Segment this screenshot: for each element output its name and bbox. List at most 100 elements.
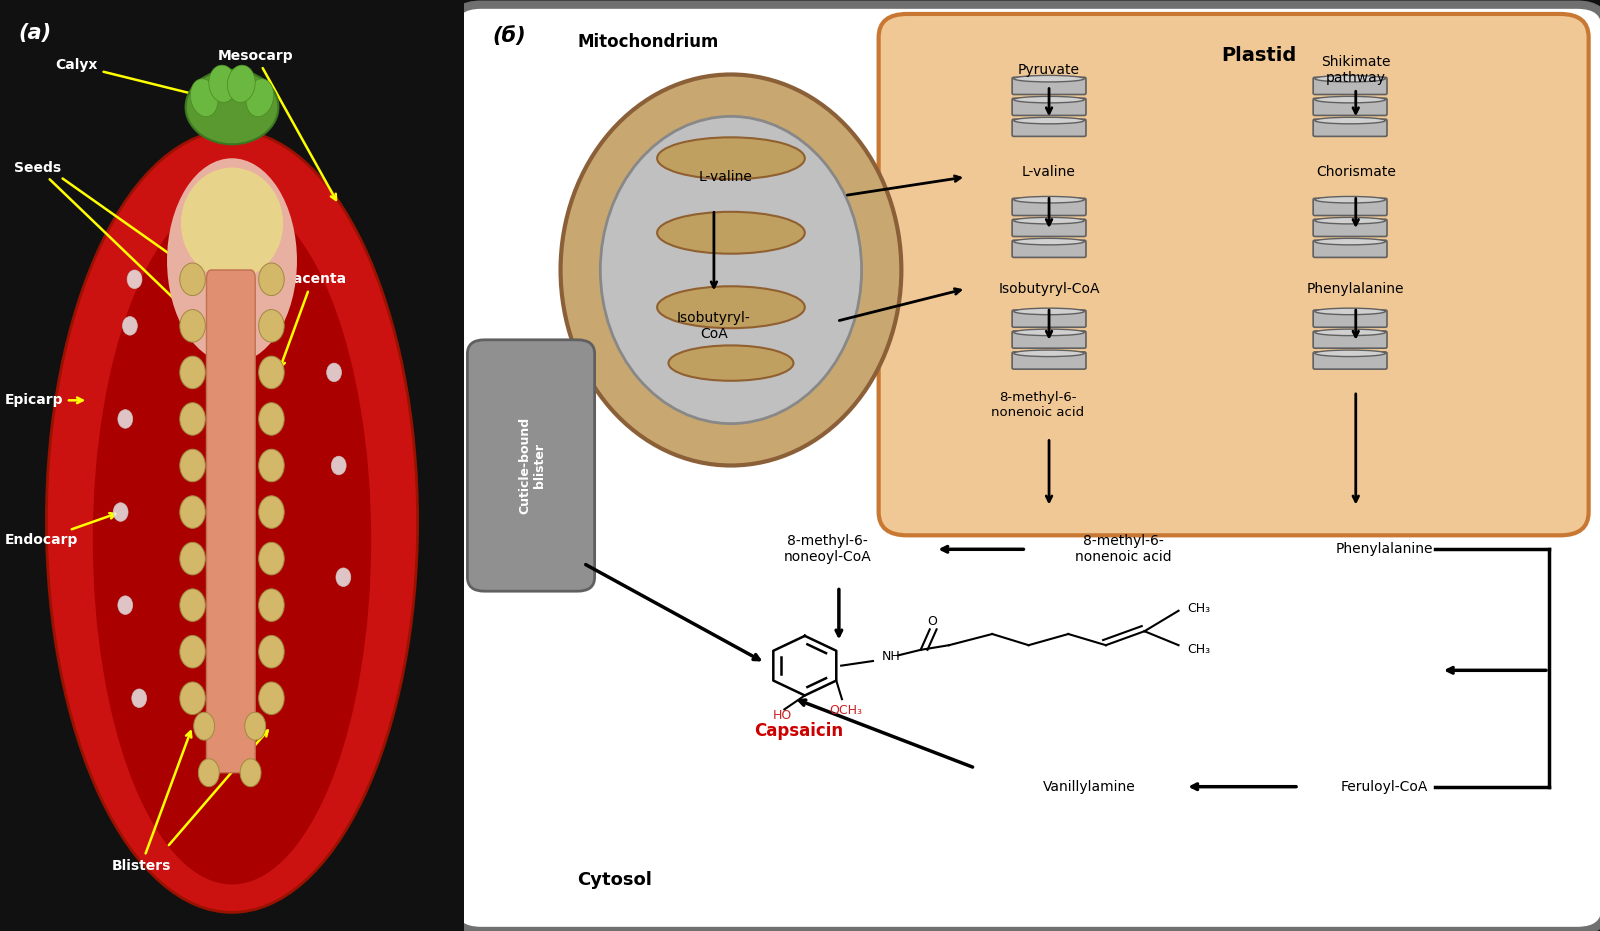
Text: Feruloyl-CoA: Feruloyl-CoA bbox=[1341, 779, 1427, 794]
Ellipse shape bbox=[190, 79, 218, 116]
Ellipse shape bbox=[259, 356, 285, 389]
Ellipse shape bbox=[326, 363, 341, 382]
FancyBboxPatch shape bbox=[1013, 198, 1086, 215]
Ellipse shape bbox=[179, 450, 205, 482]
Ellipse shape bbox=[131, 689, 147, 708]
Text: HO: HO bbox=[773, 709, 792, 722]
Ellipse shape bbox=[93, 196, 371, 884]
Text: O: O bbox=[926, 615, 938, 628]
Ellipse shape bbox=[179, 356, 205, 389]
FancyBboxPatch shape bbox=[206, 270, 256, 773]
Ellipse shape bbox=[246, 79, 274, 116]
Ellipse shape bbox=[1014, 196, 1085, 203]
Ellipse shape bbox=[1315, 75, 1386, 82]
FancyBboxPatch shape bbox=[1013, 98, 1086, 115]
Ellipse shape bbox=[336, 568, 350, 587]
Text: Isobutyryl-CoA: Isobutyryl-CoA bbox=[998, 281, 1099, 296]
Ellipse shape bbox=[186, 70, 278, 144]
FancyBboxPatch shape bbox=[1314, 331, 1387, 348]
Ellipse shape bbox=[179, 402, 205, 435]
Text: 8-methyl-6-
nonenoic acid: 8-methyl-6- nonenoic acid bbox=[1075, 534, 1171, 564]
Ellipse shape bbox=[259, 681, 285, 715]
Ellipse shape bbox=[669, 345, 794, 381]
Ellipse shape bbox=[181, 168, 283, 279]
Ellipse shape bbox=[259, 495, 285, 529]
Text: Calyx: Calyx bbox=[56, 58, 222, 102]
Ellipse shape bbox=[198, 759, 219, 787]
Text: Phenylalanine: Phenylalanine bbox=[1336, 542, 1434, 557]
Text: Pyruvate: Pyruvate bbox=[1018, 62, 1080, 77]
FancyBboxPatch shape bbox=[1013, 310, 1086, 328]
Ellipse shape bbox=[179, 495, 205, 529]
Ellipse shape bbox=[194, 712, 214, 740]
FancyBboxPatch shape bbox=[453, 5, 1600, 931]
FancyBboxPatch shape bbox=[1314, 220, 1387, 236]
Text: Placenta: Placenta bbox=[278, 272, 347, 367]
FancyBboxPatch shape bbox=[1314, 198, 1387, 215]
Ellipse shape bbox=[259, 542, 285, 574]
Text: Shikimate
pathway: Shikimate pathway bbox=[1322, 55, 1390, 85]
Text: Plastid: Plastid bbox=[1221, 47, 1298, 65]
Ellipse shape bbox=[179, 542, 205, 574]
Ellipse shape bbox=[114, 503, 128, 521]
FancyBboxPatch shape bbox=[1013, 331, 1086, 348]
Text: Isobutyryl-
CoA: Isobutyryl- CoA bbox=[677, 311, 750, 341]
Text: Cytosol: Cytosol bbox=[578, 870, 653, 889]
Ellipse shape bbox=[179, 263, 205, 296]
Ellipse shape bbox=[179, 681, 205, 715]
Ellipse shape bbox=[118, 596, 133, 614]
FancyBboxPatch shape bbox=[1314, 77, 1387, 95]
Text: CH₃: CH₃ bbox=[1187, 602, 1211, 615]
Ellipse shape bbox=[1014, 117, 1085, 124]
Ellipse shape bbox=[259, 309, 285, 343]
Ellipse shape bbox=[179, 309, 205, 343]
FancyBboxPatch shape bbox=[1013, 77, 1086, 95]
FancyBboxPatch shape bbox=[1013, 240, 1086, 257]
Ellipse shape bbox=[1315, 238, 1386, 245]
Ellipse shape bbox=[1014, 329, 1085, 336]
Text: CH₃: CH₃ bbox=[1187, 643, 1211, 656]
FancyBboxPatch shape bbox=[1314, 310, 1387, 328]
Ellipse shape bbox=[259, 263, 285, 296]
Ellipse shape bbox=[259, 635, 285, 668]
Ellipse shape bbox=[1315, 329, 1386, 336]
Ellipse shape bbox=[259, 402, 285, 435]
FancyBboxPatch shape bbox=[1314, 119, 1387, 136]
Ellipse shape bbox=[118, 410, 133, 428]
Ellipse shape bbox=[560, 74, 901, 466]
Text: Blisters: Blisters bbox=[112, 732, 192, 873]
Ellipse shape bbox=[658, 211, 805, 253]
Text: (б): (б) bbox=[493, 26, 526, 46]
Ellipse shape bbox=[1315, 117, 1386, 124]
Ellipse shape bbox=[1315, 350, 1386, 357]
Text: Seeds: Seeds bbox=[14, 160, 189, 313]
Ellipse shape bbox=[126, 270, 142, 289]
FancyBboxPatch shape bbox=[1314, 240, 1387, 257]
Text: L-valine: L-valine bbox=[1022, 165, 1075, 180]
Ellipse shape bbox=[259, 589, 285, 622]
Ellipse shape bbox=[227, 65, 254, 102]
Text: Mitochondrium: Mitochondrium bbox=[578, 33, 718, 51]
Text: Chorismate: Chorismate bbox=[1315, 165, 1395, 180]
Text: NH: NH bbox=[882, 650, 901, 663]
FancyBboxPatch shape bbox=[878, 14, 1589, 535]
Text: Cuticle-bound
blister: Cuticle-bound blister bbox=[518, 417, 546, 514]
FancyBboxPatch shape bbox=[1013, 220, 1086, 236]
Ellipse shape bbox=[123, 317, 138, 335]
Ellipse shape bbox=[1315, 96, 1386, 103]
Ellipse shape bbox=[166, 158, 298, 363]
Ellipse shape bbox=[210, 65, 237, 102]
Ellipse shape bbox=[259, 450, 285, 482]
Ellipse shape bbox=[658, 286, 805, 328]
Ellipse shape bbox=[1014, 350, 1085, 357]
Text: Capsaicin: Capsaicin bbox=[755, 722, 843, 740]
Ellipse shape bbox=[658, 137, 805, 179]
Text: L-valine: L-valine bbox=[698, 169, 752, 184]
Ellipse shape bbox=[240, 759, 261, 787]
Ellipse shape bbox=[1014, 96, 1085, 103]
Ellipse shape bbox=[600, 116, 861, 424]
Ellipse shape bbox=[1315, 196, 1386, 203]
Ellipse shape bbox=[1315, 308, 1386, 315]
FancyBboxPatch shape bbox=[467, 340, 595, 591]
FancyBboxPatch shape bbox=[1013, 119, 1086, 136]
